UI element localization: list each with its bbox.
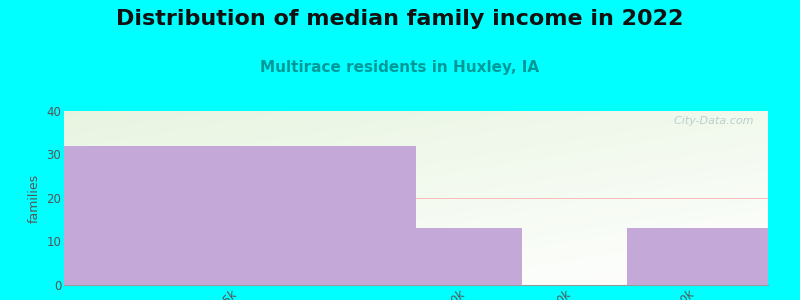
Text: City-Data.com: City-Data.com: [667, 116, 754, 126]
Y-axis label: families: families: [28, 173, 41, 223]
Text: Distribution of median family income in 2022: Distribution of median family income in …: [116, 9, 684, 29]
Bar: [627, 229, 768, 285]
Text: Multirace residents in Huxley, IA: Multirace residents in Huxley, IA: [261, 60, 539, 75]
Bar: [64, 146, 416, 285]
Bar: [416, 229, 522, 285]
